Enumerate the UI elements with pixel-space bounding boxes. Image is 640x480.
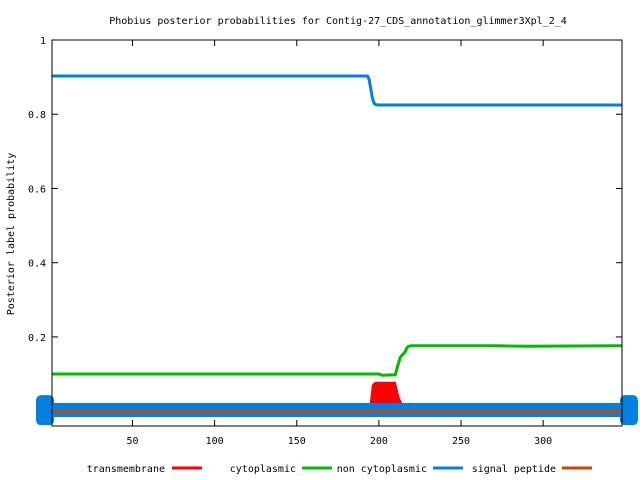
y-tick-label: 0.8 <box>28 110 46 121</box>
legend-label: transmembrane <box>87 464 165 475</box>
y-axis-label: Posterior label probability <box>6 153 17 316</box>
x-tick-label: 150 <box>288 436 306 447</box>
y-tick-label: 0.2 <box>28 333 46 344</box>
plot-frame <box>51 39 623 427</box>
x-tick-label: 300 <box>534 436 552 447</box>
y-tick-label: 1 <box>40 36 46 47</box>
chart-title: Phobius posterior probabilities for Cont… <box>109 16 567 27</box>
series-line-1 <box>52 344 623 377</box>
x-tick-label: 50 <box>126 436 138 447</box>
x-tick-label: 200 <box>370 436 388 447</box>
legend: transmembrane cytoplasmic non cytoplasmic s… <box>87 464 592 475</box>
series-layer <box>36 74 638 426</box>
x-tick-label: 100 <box>206 436 224 447</box>
y-tick-label: 0.6 <box>28 184 46 195</box>
legend-label: signal peptide <box>472 464 556 475</box>
x-tick-label: 250 <box>452 436 470 447</box>
legend-label: cytoplasmic <box>230 464 296 475</box>
band-cap-right <box>620 395 638 426</box>
series-line-4 <box>52 74 622 107</box>
band-cap-left <box>36 395 54 426</box>
legend-label: non cytoplasmic <box>337 464 427 475</box>
y-tick-label: 0.4 <box>28 259 46 270</box>
